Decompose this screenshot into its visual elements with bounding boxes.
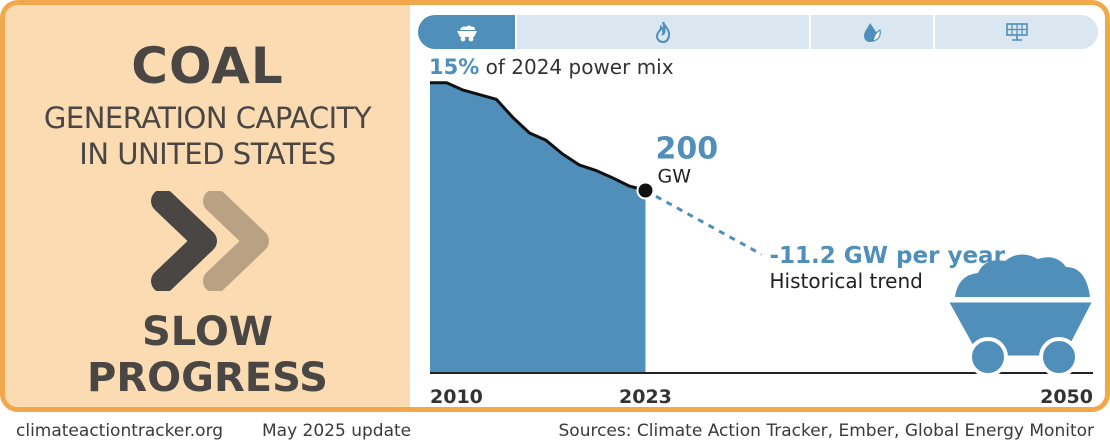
sector-title: COAL: [131, 37, 284, 95]
progress-chevrons-icon: [151, 191, 269, 291]
coal-cart-icon: [944, 254, 1097, 377]
sector-tabs: [418, 15, 1098, 49]
status-line: SLOW: [142, 309, 273, 355]
current-point: [636, 181, 655, 200]
chevron-light: [203, 191, 269, 291]
share-percent: 15%: [429, 55, 480, 79]
status-label: SLOW PROGRESS: [5, 309, 410, 401]
subtitle-line: GENERATION CAPACITY: [43, 101, 372, 135]
tab-coal[interactable]: [418, 15, 515, 49]
chevron-dark: [151, 191, 217, 291]
capacity-area: [430, 82, 646, 374]
current-value-label: 200: [655, 132, 718, 167]
tab-gas[interactable]: [517, 15, 809, 49]
infographic-frame: COAL GENERATION CAPACITY IN UNITED STATE…: [0, 0, 1110, 412]
trend-rate-label: -11.2 GW per year: [770, 243, 1006, 269]
x-tick-label: 2010: [430, 386, 483, 407]
current-unit-label: GW: [657, 166, 691, 188]
share-text: of 2024 power mix: [485, 55, 674, 79]
trend-sublabel: Historical trend: [770, 269, 923, 293]
droplet-leaf-icon: [864, 23, 881, 42]
footer-site[interactable]: climateactiontracker.org: [16, 421, 224, 441]
capacity-line: [430, 81, 646, 192]
tab-solar[interactable]: [935, 15, 1098, 49]
tab-oil[interactable]: [811, 15, 933, 49]
status-line: PROGRESS: [87, 355, 328, 401]
footer-sources: Sources: Climate Action Tracker, Ember, …: [558, 421, 1095, 441]
flame-icon: [655, 21, 671, 43]
x-tick-label: 2050: [1040, 386, 1093, 407]
left-panel: COAL GENERATION CAPACITY IN UNITED STATE…: [5, 5, 410, 407]
trend-line: [644, 189, 763, 256]
solar-panel-icon: [1005, 23, 1028, 41]
subtitle: GENERATION CAPACITY IN UNITED STATES: [15, 100, 400, 172]
capacity-chart: 200 GW -11.2 GW per year Historical tren…: [430, 81, 1097, 407]
power-mix-share: 15% of 2024 power mix: [429, 55, 674, 79]
footer-update: May 2025 update: [262, 421, 412, 441]
coal-cart-icon: [456, 25, 477, 42]
subtitle-line: IN UNITED STATES: [79, 137, 336, 171]
x-tick-label: 2023: [619, 386, 672, 407]
